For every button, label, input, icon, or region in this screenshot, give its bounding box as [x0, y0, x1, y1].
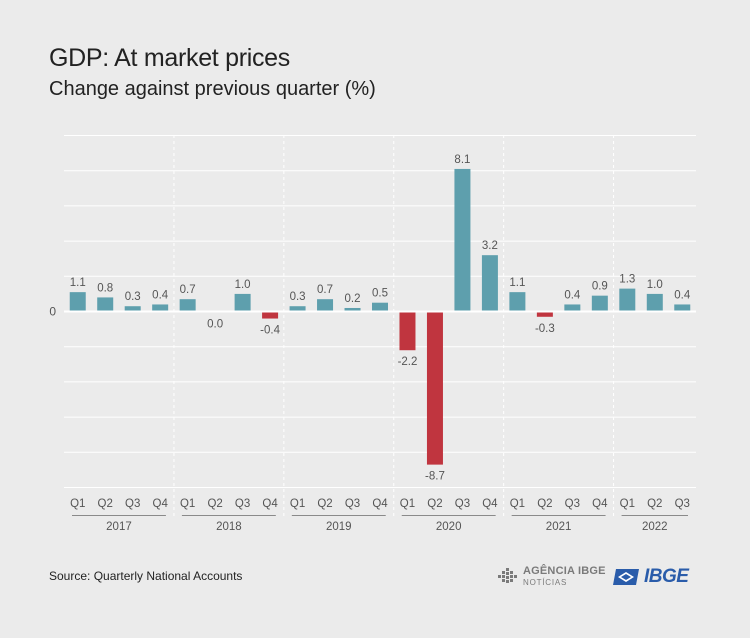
data-label: 1.3 — [619, 274, 635, 286]
data-label: 0.2 — [345, 293, 361, 305]
x-tick-label: Q4 — [372, 498, 388, 510]
grid-lines — [64, 135, 696, 488]
year-label: 2017 — [106, 521, 132, 533]
year-label: 2022 — [642, 521, 668, 533]
x-tick-label: Q3 — [675, 498, 690, 510]
bar — [509, 292, 526, 312]
x-tick-label: Q1 — [290, 498, 305, 510]
bar — [454, 168, 471, 312]
bar — [179, 299, 196, 312]
bar — [399, 311, 416, 351]
ibge-logo: IBGE — [612, 566, 689, 588]
data-label: 0.9 — [592, 281, 608, 293]
data-label: -8.7 — [425, 471, 445, 483]
data-label: 1.0 — [235, 279, 251, 291]
data-label: 1.1 — [509, 277, 525, 289]
year-label: 2018 — [216, 521, 242, 533]
x-tick-label: Q4 — [482, 498, 498, 510]
y-tick-label-zero: 0 — [49, 305, 56, 319]
data-label: 1.0 — [647, 279, 663, 291]
bar — [481, 255, 498, 312]
data-label: 0.5 — [372, 288, 388, 300]
bar — [372, 302, 388, 312]
chart-title: GDP: At market prices — [49, 44, 290, 72]
bar — [124, 306, 141, 312]
bar — [262, 311, 279, 319]
x-axis: Q1 Q2 Q3 Q4 Q1 Q2 Q3 Q4 Q1 Q2 Q3 Q4 Q1 Q2 Q3 Q4 Q1 Q2 Q3 Q4… — [70, 498, 690, 533]
bar-chart: 0 1.1 0.8 0.3 0.4 0.7 0.0 1.0 -0.4 0.3 0.7 0.2 0.5 -… — [49, 135, 696, 533]
bar — [234, 293, 251, 312]
x-tick-label: Q2 — [317, 498, 332, 510]
data-label: 8.1 — [454, 154, 470, 166]
data-label: 0.0 — [207, 319, 223, 331]
bar — [536, 311, 553, 317]
bar — [564, 304, 581, 312]
data-label: 0.3 — [125, 291, 141, 303]
bar — [69, 292, 86, 312]
x-tick-label: Q2 — [98, 498, 113, 510]
x-tick-label: Q1 — [620, 498, 635, 510]
data-label: 0.4 — [564, 289, 581, 301]
x-tick-label: Q1 — [400, 498, 415, 510]
data-label: 0.4 — [674, 289, 691, 301]
x-tick-label: Q2 — [647, 498, 662, 510]
x-tick-label: Q1 — [180, 498, 195, 510]
x-tick-label: Q3 — [565, 498, 580, 510]
agencia-line1: AGÊNCIA IBGE — [523, 565, 606, 577]
value-labels: 1.1 0.8 0.3 0.4 0.7 0.0 1.0 -0.4 0.3 0.7 0.2 0.5 -2.… — [70, 154, 691, 483]
year-dividers — [173, 135, 615, 518]
x-tick-label: Q3 — [455, 498, 470, 510]
chart-subtitle: Change against previous quarter (%) — [49, 78, 376, 100]
data-label: 3.2 — [482, 240, 498, 252]
bar — [289, 306, 306, 312]
data-label: 0.4 — [152, 289, 169, 301]
bar — [619, 288, 636, 312]
year-label: 2021 — [546, 521, 572, 533]
data-label: -2.2 — [398, 356, 418, 368]
x-tick-label: Q1 — [70, 498, 85, 510]
x-tick-label: Q4 — [592, 498, 608, 510]
x-tick-label: Q1 — [510, 498, 525, 510]
x-tick-label: Q3 — [125, 498, 140, 510]
data-label: 0.7 — [180, 284, 196, 296]
ibge-emblem-icon — [613, 569, 639, 585]
bar — [426, 311, 443, 465]
x-tick-label: Q3 — [345, 498, 360, 510]
data-label: 0.7 — [317, 284, 333, 296]
bar — [152, 304, 169, 312]
data-label: 1.1 — [70, 277, 86, 289]
zero-line: 0 — [49, 305, 696, 319]
x-tick-label: Q2 — [427, 498, 442, 510]
x-tick-label: Q2 — [207, 498, 222, 510]
bars — [69, 168, 691, 465]
bar — [317, 299, 334, 312]
agencia-logo-icon — [498, 567, 517, 583]
data-label: 0.8 — [97, 282, 113, 294]
data-label: -0.3 — [535, 323, 555, 335]
agencia-line2: NOTÍCIAS — [523, 578, 568, 587]
year-label: 2019 — [326, 521, 352, 533]
bar — [591, 295, 608, 312]
x-tick-label: Q4 — [262, 498, 278, 510]
data-label: 0.3 — [290, 291, 306, 303]
x-tick-label: Q2 — [537, 498, 552, 510]
year-label: 2020 — [436, 521, 462, 533]
bar — [674, 304, 691, 312]
bar — [344, 307, 361, 312]
ibge-wordmark: IBGE — [644, 566, 689, 587]
data-label: -0.4 — [260, 325, 280, 337]
bar — [97, 297, 114, 312]
source-note: Source: Quarterly National Accounts — [49, 569, 243, 583]
agencia-ibge-logo: AGÊNCIA IBGE NOTÍCIAS — [497, 566, 606, 587]
x-tick-label: Q3 — [235, 498, 250, 510]
bar — [646, 293, 663, 312]
x-tick-label: Q4 — [153, 498, 169, 510]
